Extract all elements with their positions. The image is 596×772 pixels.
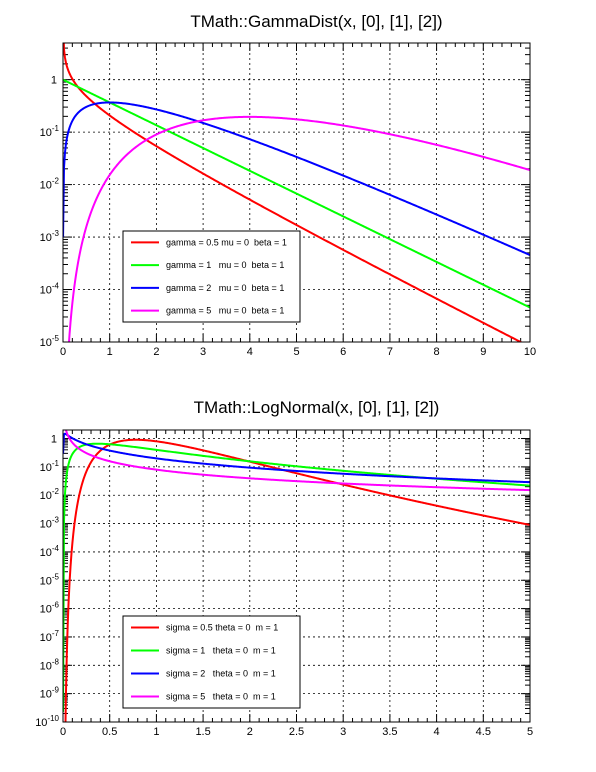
series-group [63, 43, 530, 342]
gamma-dist-panel: TMath::GammaDist(x, [0], [1], [2])0 1 2 3 4 5… [40, 12, 537, 358]
y-tick-label: 10-5 [40, 334, 60, 349]
legend-label-2: sigma = 1 theta = 0 m = 1 [166, 646, 276, 656]
y-tick-label: 10-4 [40, 544, 60, 559]
y-tick-label: 1 [51, 75, 57, 87]
y-tick-label: 10-7 [40, 629, 60, 644]
x-tick-label: 10 [524, 346, 536, 358]
x-tick-label: 2 [153, 346, 159, 358]
chart-title: TMath::LogNormal(x, [0], [1], [2]) [194, 398, 440, 417]
x-tick-label: 1.5 [195, 726, 210, 738]
legend-label-4: gamma = 5 mu = 0 beta = 1 [166, 306, 284, 316]
x-tick-label: 4 [247, 346, 253, 358]
legend-label-3: sigma = 2 theta = 0 m = 1 [166, 669, 276, 679]
series-line-4 [64, 430, 530, 492]
y-tick-label: 10-10 [35, 714, 59, 729]
x-tick-label: 0.5 [102, 726, 117, 738]
y-tick-label: 10-2 [40, 177, 60, 192]
x-tick-label: 8 [434, 346, 440, 358]
legend: gamma = 0.5 mu = 0 beta = 1 gamma = 1 mu … [122, 230, 301, 323]
y-tick-label: 10-3 [40, 516, 60, 531]
y-tick-label: 10-6 [40, 601, 60, 616]
x-tick-label: 1 [107, 346, 113, 358]
y-tick-label: 10-1 [40, 459, 60, 474]
legend-label-2: gamma = 1 mu = 0 beta = 1 [166, 260, 284, 270]
legend-label-4: sigma = 5 theta = 0 m = 1 [166, 692, 276, 702]
x-tick-label: 7 [387, 346, 393, 358]
x-tick-label: 5 [527, 726, 533, 738]
x-tick-label: 9 [480, 346, 486, 358]
x-tick-label: 4 [434, 726, 440, 738]
y-tick-label: 10-8 [40, 657, 60, 672]
y-tick-label: 10-9 [40, 686, 60, 701]
legend-label-3: gamma = 2 mu = 0 beta = 1 [166, 283, 284, 293]
x-tick-label: 5 [293, 346, 299, 358]
x-tick-label: 4.5 [476, 726, 491, 738]
series-line-1 [63, 43, 523, 342]
x-tick-label: 6 [340, 346, 346, 358]
chart-title: TMath::GammaDist(x, [0], [1], [2]) [190, 12, 442, 31]
plot-frame [62, 42, 531, 343]
x-tick-label: 2 [247, 726, 253, 738]
y-tick-label: 10-2 [40, 487, 60, 502]
x-tick-label: 0 [60, 346, 66, 358]
y-tick-label: 1 [51, 434, 57, 446]
y-tick-label: 10-5 [40, 572, 60, 587]
legend-box [122, 230, 301, 323]
series-line-2 [63, 78, 530, 309]
x-tick-label: 0 [60, 726, 66, 738]
plot-frame [62, 429, 531, 723]
y-tick-label: 10-3 [40, 229, 60, 244]
x-tick-label: 1 [153, 726, 159, 738]
series-line-3 [63, 101, 530, 256]
series-group [63, 430, 530, 722]
legend-label-1: sigma = 0.5 theta = 0 m = 1 [166, 623, 278, 633]
legend-box [122, 615, 301, 709]
y-tick-label: 10-4 [40, 282, 60, 297]
x-tick-label: 3.5 [382, 726, 397, 738]
x-tick-label: 3 [200, 346, 206, 358]
series-line-3 [63, 432, 530, 484]
series-line-4 [68, 115, 530, 342]
x-tick-label: 2.5 [289, 726, 304, 738]
series-line-1 [64, 438, 530, 722]
legend: sigma = 0.5 theta = 0 m = 1 sigma = 1 the… [122, 615, 301, 709]
legend-label-1: gamma = 0.5 mu = 0 beta = 1 [166, 237, 287, 247]
lognormal-panel: TMath::LogNormal(x, [0], [1], [2])0 0.5 1 1… [35, 398, 533, 738]
y-tick-label: 10-1 [40, 124, 60, 139]
x-tick-label: 3 [340, 726, 346, 738]
